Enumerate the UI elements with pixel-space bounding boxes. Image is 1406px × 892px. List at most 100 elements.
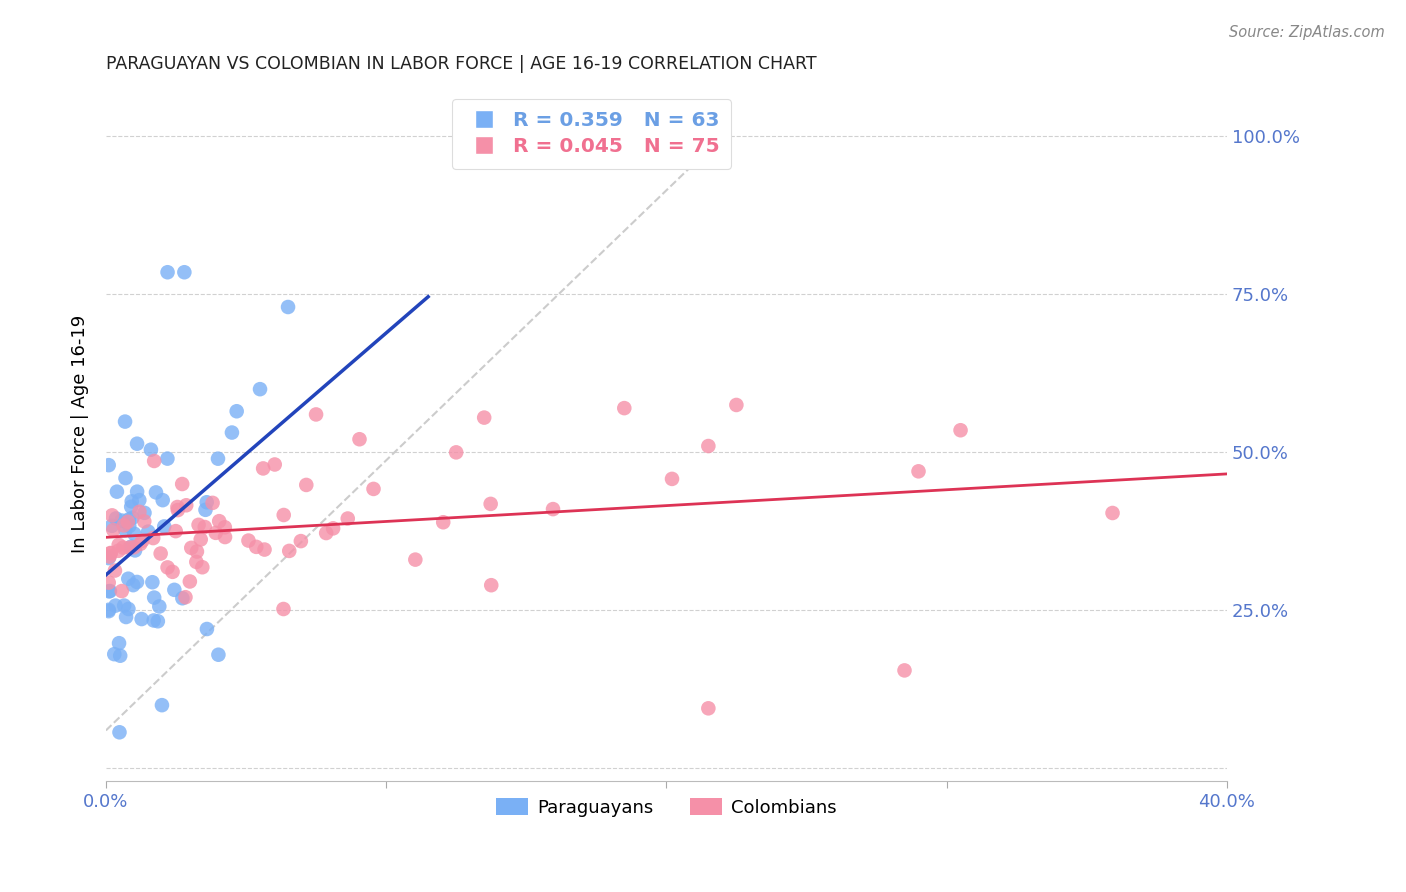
Point: [725, 398, 748, 412]
Point: [118, 519, 141, 533]
Point: [117, 572, 139, 586]
Point: [661, 472, 683, 486]
Point: [104, 564, 127, 578]
Point: [221, 425, 243, 440]
Point: [207, 648, 229, 662]
Point: [112, 599, 135, 613]
Point: [143, 454, 166, 468]
Point: [166, 503, 188, 517]
Point: [98, 584, 121, 599]
Point: [166, 500, 188, 514]
Point: [139, 442, 162, 457]
Point: [131, 612, 153, 626]
Point: [112, 541, 135, 555]
Point: [432, 515, 454, 529]
Point: [97, 575, 120, 590]
Point: [134, 514, 156, 528]
Point: [101, 518, 124, 533]
Point: [145, 485, 167, 500]
Point: [97, 603, 120, 617]
Point: [128, 505, 150, 519]
Point: [115, 610, 138, 624]
Point: [142, 531, 165, 545]
Point: [131, 533, 153, 548]
Point: [186, 555, 208, 569]
Point: [118, 541, 141, 555]
Point: [150, 698, 173, 713]
Point: [207, 451, 229, 466]
Point: [238, 533, 260, 548]
Point: [108, 725, 131, 739]
Point: [336, 511, 359, 525]
Point: [444, 445, 467, 459]
Point: [315, 526, 337, 541]
Point: [105, 484, 128, 499]
Point: [97, 604, 120, 618]
Y-axis label: In Labor Force | Age 16-19: In Labor Force | Age 16-19: [72, 314, 89, 552]
Text: Source: ZipAtlas.com: Source: ZipAtlas.com: [1229, 25, 1385, 40]
Point: [122, 526, 145, 541]
Point: [278, 544, 301, 558]
Legend: Paraguayans, Colombians: Paraguayans, Colombians: [488, 791, 844, 824]
Point: [121, 494, 143, 508]
Point: [263, 458, 285, 472]
Point: [114, 471, 136, 485]
Point: [245, 540, 267, 554]
Point: [165, 524, 187, 538]
Point: [479, 578, 502, 592]
Point: [1101, 506, 1123, 520]
Point: [172, 477, 194, 491]
Point: [97, 551, 120, 566]
Point: [204, 525, 226, 540]
Point: [194, 503, 217, 517]
Point: [295, 478, 318, 492]
Point: [305, 408, 328, 422]
Point: [104, 599, 127, 613]
Point: [114, 523, 136, 537]
Point: [134, 506, 156, 520]
Point: [191, 560, 214, 574]
Point: [541, 502, 564, 516]
Point: [108, 648, 131, 663]
Point: [122, 578, 145, 592]
Point: [907, 464, 929, 478]
Point: [98, 549, 121, 564]
Point: [273, 508, 295, 522]
Point: [174, 591, 197, 605]
Point: [112, 518, 135, 533]
Point: [322, 521, 344, 535]
Point: [120, 500, 142, 514]
Point: [363, 482, 385, 496]
Point: [148, 599, 170, 614]
Point: [127, 484, 149, 499]
Point: [195, 622, 218, 636]
Point: [111, 514, 134, 528]
Point: [156, 560, 179, 574]
Point: [162, 565, 184, 579]
Point: [179, 574, 201, 589]
Point: [125, 436, 148, 450]
Point: [949, 423, 972, 437]
Point: [290, 534, 312, 549]
Point: [107, 538, 129, 552]
Point: [128, 493, 150, 508]
Point: [122, 541, 145, 555]
Point: [174, 498, 197, 512]
Point: [103, 647, 125, 661]
Point: [118, 512, 141, 526]
Point: [124, 543, 146, 558]
Point: [117, 515, 139, 529]
Point: [893, 664, 915, 678]
Point: [143, 591, 166, 605]
Point: [101, 508, 124, 523]
Point: [103, 523, 125, 537]
Point: [697, 439, 720, 453]
Point: [472, 410, 495, 425]
Point: [214, 530, 236, 544]
Point: [100, 546, 122, 560]
Point: [142, 614, 165, 628]
Point: [108, 636, 131, 650]
Point: [146, 614, 169, 628]
Point: [114, 415, 136, 429]
Point: [104, 511, 127, 525]
